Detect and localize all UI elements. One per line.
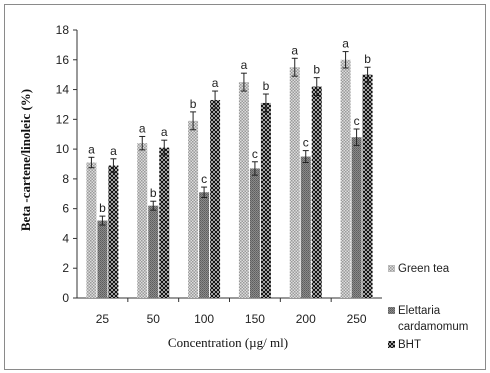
bar [97, 220, 108, 298]
significance-letter: b [150, 186, 157, 200]
bar [86, 162, 97, 298]
significance-letter: a [139, 121, 146, 135]
y-tick-label: 18 [56, 23, 70, 37]
significance-letter: b [190, 97, 197, 111]
bar [311, 86, 322, 298]
significance-letter: b [99, 201, 106, 215]
y-tick-label: 2 [62, 261, 69, 275]
y-tick-label: 0 [62, 291, 69, 305]
bar [300, 156, 311, 298]
significance-letter: a [110, 144, 117, 158]
y-tick-label: 10 [56, 142, 70, 156]
legend-swatch [388, 341, 395, 348]
y-tick-label: 6 [62, 202, 69, 216]
significance-letter: a [342, 37, 349, 51]
bar [289, 67, 300, 298]
significance-letter: c [252, 147, 258, 161]
significance-letter: a [241, 58, 248, 72]
significance-letter: c [303, 136, 309, 150]
x-tick-label: 200 [296, 312, 316, 326]
x-tick-label: 50 [147, 312, 161, 326]
x-tick-label: 150 [245, 312, 265, 326]
significance-letter: a [212, 76, 219, 90]
bars: a a b a a a b b c c c c a a a b b b [86, 37, 373, 299]
bar [238, 82, 249, 298]
bar [148, 205, 159, 298]
bar [199, 192, 210, 298]
legend: Green tea Elettaria cardamomum BHT [388, 263, 468, 351]
y-tick-label: 16 [56, 53, 70, 67]
significance-letter: a [161, 125, 168, 139]
bar [340, 59, 351, 299]
significance-letter: a [88, 142, 95, 156]
legend-swatch [388, 307, 395, 314]
bar [260, 102, 271, 298]
legend-swatch [388, 265, 395, 272]
bar [137, 143, 148, 298]
bar [249, 168, 260, 298]
significance-letter: b [313, 63, 320, 77]
bar [362, 74, 373, 299]
significance-letter: b [263, 79, 270, 93]
bar [351, 137, 362, 298]
y-tick-label: 4 [62, 231, 69, 245]
significance-letter: c [354, 114, 360, 128]
y-tick-label: 14 [56, 83, 70, 97]
bar [188, 120, 199, 298]
y-tick-label: 8 [62, 172, 69, 186]
x-tick-label: 25 [96, 312, 110, 326]
significance-letter: c [201, 172, 207, 186]
significance-letter: b [364, 52, 371, 66]
y-tick-label: 12 [56, 112, 70, 126]
legend-label: Green tea [398, 263, 450, 275]
axes: 0 2 4 6 8 10 12 14 16 18 25 50 100 150 200 250 [56, 23, 382, 326]
significance-letter: a [291, 43, 298, 57]
bar [159, 147, 170, 298]
legend-label: BHT [398, 339, 421, 351]
x-tick-label: 100 [194, 312, 214, 326]
x-axis-title: Concentration (µg/ ml) [168, 335, 288, 350]
bar [210, 99, 221, 298]
bar [108, 165, 119, 298]
legend-label: Elettaria cardamomum [398, 305, 468, 333]
y-axis-title: Beta -cartene/linoleic (%) [18, 89, 33, 231]
x-tick-label: 250 [347, 312, 367, 326]
